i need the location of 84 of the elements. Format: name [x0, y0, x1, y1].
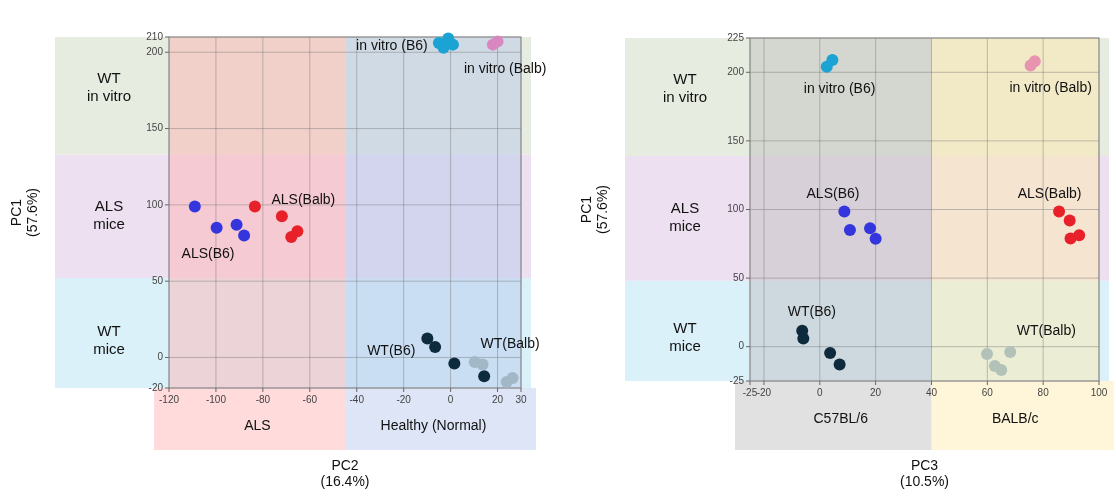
x-tick-label: -100 — [205, 394, 227, 405]
x-tick-label: -20 — [756, 387, 772, 398]
point — [826, 53, 839, 66]
y-tick-label: 200 — [727, 65, 745, 77]
series-label: ALS(Balb) — [1017, 185, 1082, 202]
series-label: in vitro (B6) — [356, 37, 428, 54]
x-tick-label: 0 — [447, 394, 454, 405]
y-tick-label: 100 — [146, 198, 164, 210]
point — [275, 210, 288, 223]
band-label: WT mice — [669, 319, 701, 355]
y-tick-label: 150 — [146, 122, 164, 134]
point — [238, 229, 251, 242]
series-label: WT(Balb) — [480, 335, 540, 352]
x-axis-title: PC2 (16.4%) — [320, 456, 370, 490]
y-tick-label: 100 — [727, 203, 745, 215]
y-tick-label: 50 — [732, 271, 745, 283]
band-label: ALS mice — [669, 199, 701, 235]
series-label: in vitro (Balb) — [1009, 79, 1092, 96]
series-label: WT(Balb) — [1016, 322, 1076, 339]
point — [995, 364, 1008, 377]
point — [981, 347, 994, 360]
band-label: BALB/c — [991, 409, 1039, 426]
series-label: WT(B6) — [787, 303, 836, 320]
y-axis-title: PC1 (57.6%) — [7, 187, 41, 238]
point — [291, 225, 304, 238]
x-tick-label: -20 — [396, 394, 412, 405]
x-axis-title: PC3 (10.5%) — [899, 456, 950, 490]
x-tick-label: 80 — [1037, 387, 1050, 398]
x-tick-label: -25 — [742, 387, 758, 398]
point — [1063, 214, 1076, 227]
x-tick-label: -40 — [349, 394, 365, 405]
point — [188, 200, 201, 213]
y-tick-label: 50 — [151, 274, 164, 286]
series-label: ALS(B6) — [806, 184, 860, 201]
point — [869, 232, 882, 245]
point — [824, 347, 837, 360]
point — [864, 222, 877, 235]
series-label: in vitro (B6) — [803, 80, 876, 97]
point — [838, 205, 851, 218]
band-label: C57BL/6 — [813, 409, 869, 426]
point — [506, 371, 519, 384]
x-tick-label: 0 — [817, 387, 824, 398]
point — [491, 35, 504, 48]
x-tick-label: 30 — [515, 394, 527, 405]
series-label: in vitro (Balb) — [463, 59, 547, 76]
y-tick-label: 200 — [146, 45, 164, 57]
x-tick-label: 100 — [1090, 387, 1108, 398]
y-tick-label: 225 — [727, 31, 745, 43]
y-tick-label: 150 — [727, 134, 745, 146]
series-label: WT(B6) — [367, 342, 416, 359]
point — [1004, 346, 1017, 359]
x-tick-label: 40 — [925, 387, 938, 398]
series-label: ALS(B6) — [181, 245, 235, 262]
point — [476, 358, 489, 371]
point — [448, 357, 461, 370]
point — [429, 341, 442, 354]
point — [210, 221, 223, 234]
point — [843, 224, 856, 237]
y-tick-label: -25 — [729, 374, 745, 386]
band-label: WT in vitro — [662, 70, 708, 106]
point — [1073, 229, 1086, 242]
point — [421, 332, 434, 345]
point — [478, 370, 491, 383]
y-tick-label: 0 — [738, 340, 745, 352]
band-label: ALS mice — [93, 197, 125, 233]
point — [833, 358, 846, 371]
x-tick-label: -120 — [158, 394, 180, 405]
point — [248, 200, 261, 213]
y-tick-label: 0 — [157, 351, 164, 363]
x-tick-label: 20 — [491, 394, 504, 405]
series-label: ALS(Balb) — [271, 191, 336, 208]
band-label: WT in vitro — [86, 69, 132, 105]
point — [1028, 55, 1041, 68]
band-label: WT mice — [93, 321, 125, 357]
x-tick-label: -60 — [302, 394, 318, 405]
band-label: Healthy (Normal) — [380, 416, 487, 433]
x-tick-label: 60 — [981, 387, 994, 398]
point — [230, 218, 243, 231]
x-tick-label: -80 — [255, 394, 271, 405]
y-tick-label: 210 — [146, 30, 164, 42]
x-tick-label: 20 — [870, 387, 882, 398]
point — [1053, 205, 1066, 218]
y-axis-title: PC1 (57.6%) — [577, 184, 611, 235]
band-label: ALS — [244, 416, 271, 433]
